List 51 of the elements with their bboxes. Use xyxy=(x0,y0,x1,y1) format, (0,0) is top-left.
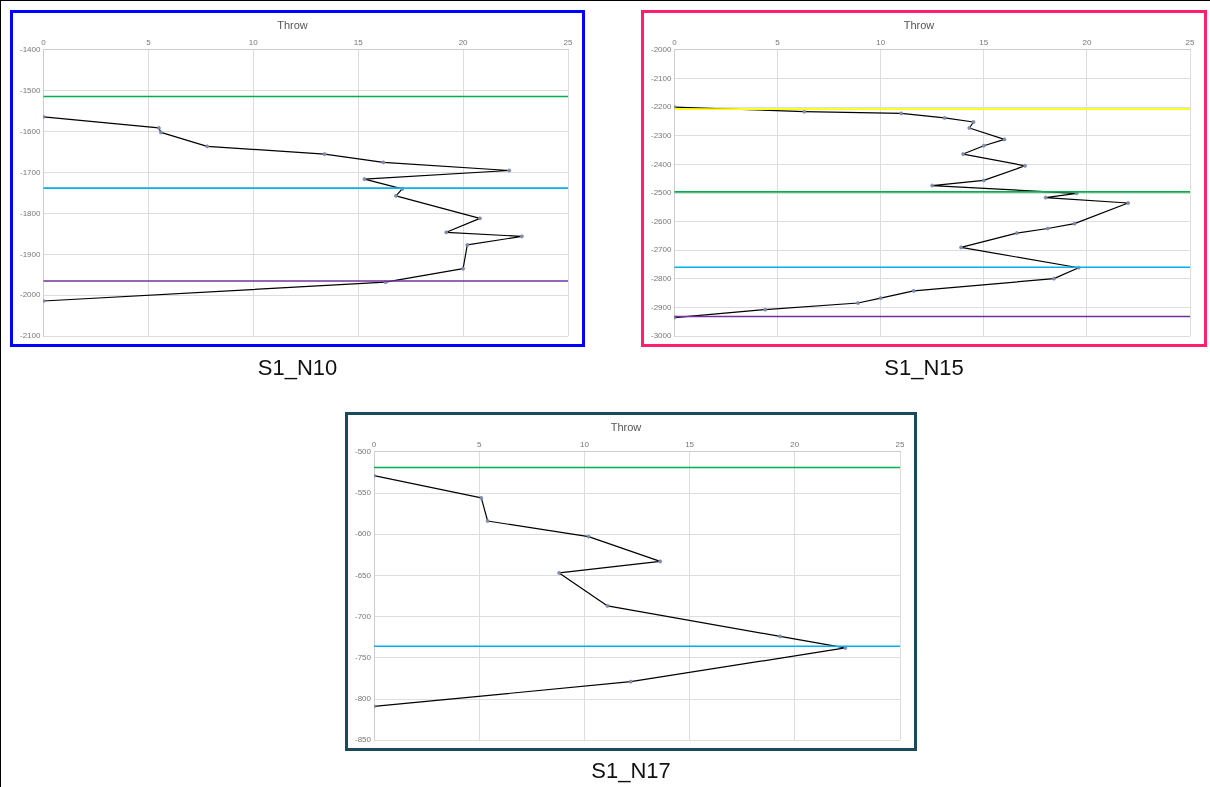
text: S1_N15 xyxy=(883,355,965,381)
y-tick-label: -2100 xyxy=(19,331,41,341)
y-tick-label: -2000 xyxy=(650,45,672,54)
y-tick-label: -2400 xyxy=(650,159,672,169)
y-tick-label: -2800 xyxy=(650,274,672,284)
x-tick-label: 20 xyxy=(458,38,469,48)
x-tick-label: 5 xyxy=(775,38,781,48)
y-tick-label: -2100 xyxy=(650,73,672,83)
x-tick-label: 10 xyxy=(876,38,886,48)
x-tick-label: 20 xyxy=(790,440,800,450)
y-tick-label: -650 xyxy=(355,570,372,580)
x-tick-label: 15 xyxy=(353,38,364,48)
y-tick-label: -2200 xyxy=(650,102,672,112)
y-tick-label: -1600 xyxy=(19,126,41,136)
text: S1_N17 xyxy=(590,758,672,784)
y-tick-label: -2900 xyxy=(650,302,672,312)
x-tick-label: 25 xyxy=(1185,38,1195,48)
x-tick-label: 20 xyxy=(1082,38,1092,48)
chart-title: Throw xyxy=(277,18,308,31)
x-tick-label: 10 xyxy=(579,440,590,450)
x-tick-label: 0 xyxy=(672,38,678,48)
y-tick-label: -600 xyxy=(355,529,372,539)
text: S1_N10 xyxy=(256,355,339,381)
chart-title: Throw xyxy=(903,18,935,31)
x-tick-label: 25 xyxy=(895,440,905,450)
y-tick-label: -1800 xyxy=(19,208,41,218)
y-tick-label: -1900 xyxy=(19,249,41,259)
y-tick-label: -2600 xyxy=(650,216,672,226)
x-tick-label: 15 xyxy=(685,440,695,450)
y-tick-label: -1400 xyxy=(19,45,41,54)
x-tick-label: 5 xyxy=(476,440,482,450)
y-tick-label: -800 xyxy=(355,694,372,704)
x-tick-label: 5 xyxy=(146,38,152,48)
y-tick-label: -700 xyxy=(355,611,372,621)
y-tick-label: -750 xyxy=(355,653,372,662)
chart-title: Throw xyxy=(610,420,642,433)
y-tick-label: -2000 xyxy=(19,290,41,300)
y-tick-label: -2700 xyxy=(650,245,672,255)
y-tick-label: -2500 xyxy=(650,188,672,198)
x-tick-label: 15 xyxy=(979,38,989,48)
y-tick-label: -1700 xyxy=(19,167,41,177)
y-tick-label: -2300 xyxy=(650,130,672,140)
y-tick-label: -500 xyxy=(355,447,372,456)
x-tick-label: 10 xyxy=(248,38,259,48)
y-tick-label: -550 xyxy=(355,488,372,498)
x-tick-label: 25 xyxy=(563,38,573,48)
y-tick-label: -850 xyxy=(355,735,372,745)
y-tick-label: -1500 xyxy=(19,85,41,95)
x-tick-label: 0 xyxy=(41,38,47,48)
y-tick-label: -3000 xyxy=(650,331,672,341)
x-tick-label: 0 xyxy=(371,440,377,450)
